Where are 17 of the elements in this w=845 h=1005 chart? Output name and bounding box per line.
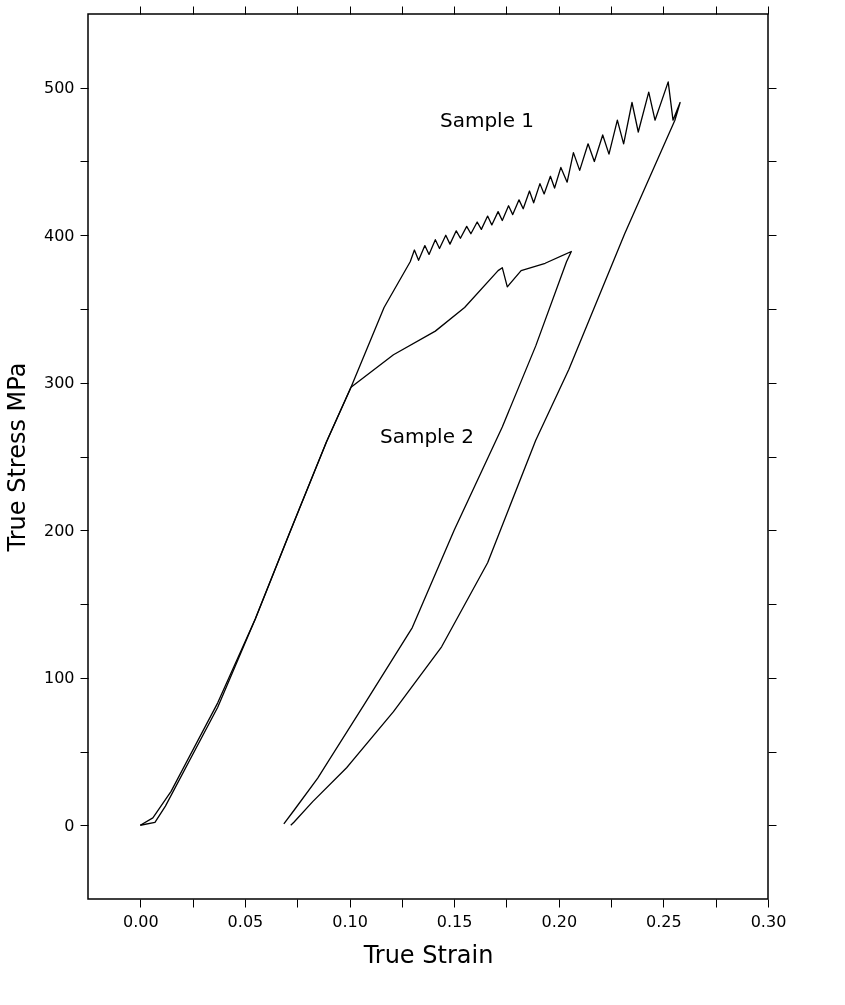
x-tick-label: 0.30: [750, 911, 787, 931]
y-tick-label: 0: [64, 815, 75, 835]
y-tick-label: 500: [43, 78, 75, 98]
text: Sample 1: [439, 108, 535, 132]
x-tick-label: 0.00: [123, 911, 159, 931]
series-label: Sample 2: [379, 424, 475, 448]
x-tick-label: 0.05: [227, 911, 264, 931]
x-axis-title: True Strain: [362, 940, 494, 969]
x-tick-label: 0.20: [541, 911, 578, 931]
y-tick-label: 200: [43, 520, 75, 540]
y-tick-label: 100: [43, 668, 75, 688]
x-tick-label: 0.25: [646, 911, 682, 931]
x-tick-label: 0.15: [436, 911, 473, 931]
x-tick-label: 0.10: [332, 911, 368, 931]
y-tick-label: 400: [43, 225, 75, 245]
y-axis-title: True Stress MPa: [2, 362, 31, 553]
y-tick-label: 300: [43, 373, 75, 393]
